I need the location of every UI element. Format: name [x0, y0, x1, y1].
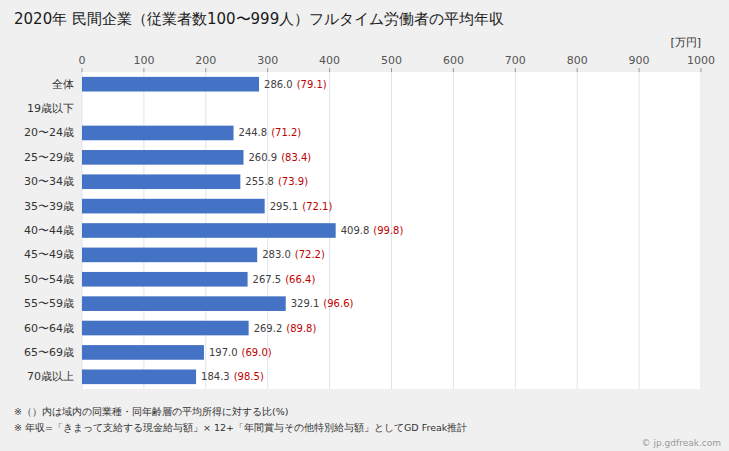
axis-label: [万円]	[670, 36, 701, 49]
tick-mark	[82, 68, 83, 72]
bar	[82, 248, 257, 263]
data-label: 255.8	[245, 176, 274, 187]
tick-label: 800	[567, 54, 588, 67]
plot-background	[82, 72, 701, 389]
category-label: 35〜39歳	[24, 200, 74, 213]
bar	[82, 126, 234, 141]
bar	[82, 369, 196, 384]
tick-label: 600	[443, 54, 464, 67]
ratio-label: (89.8)	[286, 323, 316, 334]
background	[0, 0, 729, 451]
data-label: 244.8	[239, 127, 268, 138]
grid-line	[453, 72, 454, 389]
category-label: 45〜49歳	[24, 248, 74, 261]
bars	[82, 77, 336, 384]
data-label: 283.0	[262, 249, 291, 260]
data-label: 184.3	[201, 371, 230, 382]
tick-label: 400	[319, 54, 340, 67]
grid	[82, 68, 701, 389]
ratio-label: (96.6)	[323, 298, 353, 309]
tick-label: 700	[505, 54, 526, 67]
tick-mark	[639, 68, 640, 72]
tick-mark	[577, 68, 578, 72]
bar	[82, 223, 336, 238]
ratio-label: (69.0)	[242, 347, 272, 358]
category-label: 40〜44歳	[24, 224, 74, 237]
category-label: 25〜29歳	[24, 151, 74, 164]
footnote: ※ 年収=「きまって支給する現金給与額」× 12+「年間賞与その他特別給与額」と…	[14, 422, 467, 433]
tick-label: 500	[381, 54, 402, 67]
data-label: 409.8	[341, 225, 370, 236]
tick-label: 100	[133, 54, 154, 67]
bar	[82, 345, 204, 360]
tick-label: 200	[195, 54, 216, 67]
tick-mark	[701, 68, 702, 72]
grid-line	[639, 72, 640, 389]
bar	[82, 296, 286, 311]
bar	[82, 150, 243, 165]
data-label: 295.1	[270, 201, 299, 212]
ratio-label: (98.5)	[234, 371, 264, 382]
category-label: 30〜34歳	[24, 175, 74, 188]
category-label: 20〜24歳	[24, 126, 74, 139]
tick-mark	[391, 68, 392, 72]
bar	[82, 199, 265, 214]
title: 2020年 民間企業（従業者数100〜999人）フルタイム労働者の平均年収	[14, 10, 504, 28]
data-label: 267.5	[253, 274, 282, 285]
ratio-label: (83.4)	[281, 152, 311, 163]
tick-mark	[267, 68, 268, 72]
ratio-label: (71.2)	[271, 127, 301, 138]
tick-mark	[453, 68, 454, 72]
bar	[82, 174, 240, 189]
ratio-label: (66.4)	[285, 274, 315, 285]
ratio-label: (73.9)	[278, 176, 308, 187]
tick-label: 900	[629, 54, 650, 67]
tick-mark	[143, 68, 144, 72]
grid-line	[515, 72, 516, 389]
category-label: 19歳以下	[27, 102, 74, 115]
data-label: 260.9	[248, 152, 277, 163]
bar	[82, 77, 259, 92]
category-label: 70歳以上	[27, 370, 74, 383]
tick-label: 0	[79, 54, 86, 67]
ratio-label: (99.8)	[373, 225, 403, 236]
category-label: 55〜59歳	[24, 297, 74, 310]
category-label: 60〜64歳	[24, 322, 74, 335]
tick-label: 1000	[687, 54, 715, 67]
category-label: 65〜69歳	[24, 346, 74, 359]
ratio-label: (72.2)	[295, 249, 325, 260]
ratio-label: (79.1)	[297, 79, 327, 90]
bar	[82, 272, 248, 287]
data-label: 197.0	[209, 347, 238, 358]
grid-line	[577, 72, 578, 389]
category-label: 全体	[52, 78, 74, 91]
tick-label: 300	[257, 54, 278, 67]
data-label: 269.2	[254, 323, 283, 334]
category-label: 50〜54歳	[24, 273, 74, 286]
tick-mark	[515, 68, 516, 72]
data-label: 286.0	[264, 79, 293, 90]
bar	[82, 321, 249, 336]
watermark: © jp.gdfreak.com	[642, 438, 721, 448]
chart: 2020年 民間企業（従業者数100〜999人）フルタイム労働者の平均年収 [万円…	[0, 0, 729, 451]
footnote: ※（）内は域内の同業種・同年齢層の平均所得に対する比(%)	[14, 406, 288, 417]
ratio-label: (72.1)	[302, 201, 332, 212]
bar	[82, 101, 83, 116]
grid-line	[701, 72, 702, 389]
data-label: 329.1	[291, 298, 320, 309]
tick-mark	[329, 68, 330, 72]
tick-mark	[205, 68, 206, 72]
